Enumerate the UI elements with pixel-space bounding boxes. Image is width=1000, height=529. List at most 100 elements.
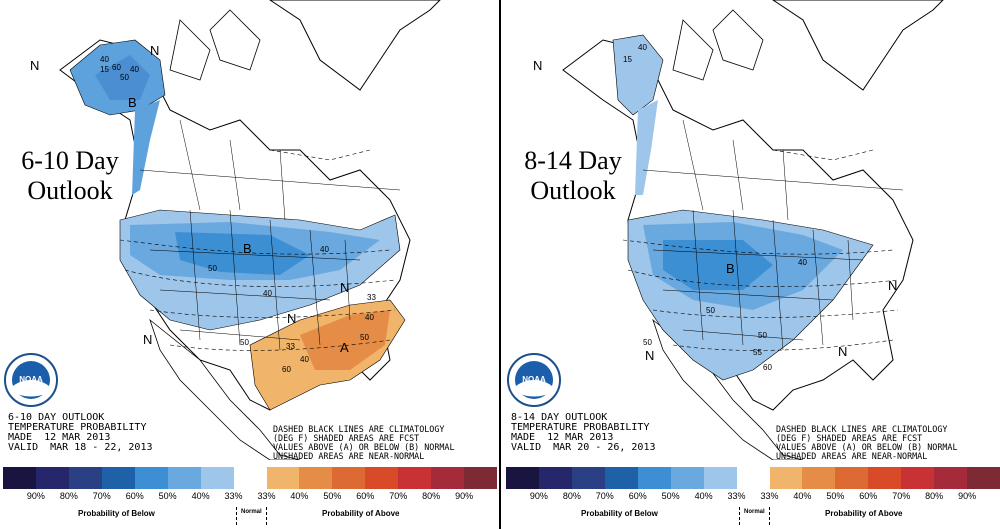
label-normal-5: N [143, 332, 152, 347]
colorbar-tick-label: 40% [793, 491, 812, 501]
colorbar-tick-label: 60% [628, 491, 647, 501]
contour-label: 50 [706, 306, 715, 315]
contour-label: 50 [360, 333, 369, 342]
contour-label: 15 [100, 65, 109, 74]
colorbar-tick-label: 90% [958, 491, 977, 501]
contour-label: 40 [365, 313, 374, 322]
label-normal-3: N [838, 344, 847, 359]
outlook-8-14-panel: B N N N N 15 40 50 40 50 55 60 50 8-14 D… [503, 0, 1000, 529]
label-normal-4: N [287, 311, 296, 326]
colorbar-swatch [35, 467, 69, 489]
colorbar-tick-label: 40% [694, 491, 713, 501]
colorbar-tick-label: 80% [422, 491, 441, 501]
label-normal-4: N [888, 278, 897, 293]
colorbar-tick-label: 70% [595, 491, 614, 501]
colorbar-swatch [134, 467, 168, 489]
contour-label: 50 [240, 338, 249, 347]
contour-label: 60 [282, 365, 291, 374]
colorbar-swatch [571, 467, 605, 489]
colorbar-tick-label: 50% [323, 491, 342, 501]
noaa-logo-icon: NOAA [3, 352, 59, 408]
label-above-southeast: A [340, 340, 349, 355]
probability-colorbar [506, 467, 1000, 489]
normal-caption: Normal [739, 507, 770, 525]
colorbar-tick-label: 60% [859, 491, 878, 501]
colorbar-swatch [802, 467, 836, 489]
colorbar-swatch [101, 467, 135, 489]
colorbar-tick-label: 90% [26, 491, 45, 501]
contour-label: 40 [100, 55, 109, 64]
colorbar-swatch [604, 467, 638, 489]
colorbar-tick-label: 33% [257, 491, 276, 501]
contour-label: 40 [300, 355, 309, 364]
contour-label: 15 [623, 55, 632, 64]
contour-label: 60 [112, 63, 121, 72]
contour-label: 50 [758, 331, 767, 340]
panel-divider [497, 0, 503, 529]
title-line-2: Outlook [530, 176, 616, 205]
contour-label: 40 [263, 289, 272, 298]
colorbar-swatch [967, 467, 1000, 489]
outlook-title: 6-10 Day Outlook [0, 146, 140, 206]
below-caption: Probability of Below [581, 509, 658, 518]
colorbar-swatch [901, 467, 935, 489]
colorbar-tick-label: 50% [661, 491, 680, 501]
below-caption: Probability of Below [78, 509, 155, 518]
colorbar-tick-label: 40% [191, 491, 210, 501]
label-normal-1: N [30, 58, 39, 73]
colorbar-swatch [431, 467, 465, 489]
colorbar-tick-label: 33% [760, 491, 779, 501]
contour-label: 40 [798, 258, 807, 267]
colorbar-swatch [670, 467, 704, 489]
colorbar-swatch [398, 467, 432, 489]
contour-label: 40 [130, 65, 139, 74]
temperature-map-6-10: B B A N N N N N 40 50 60 40 15 50 40 40 … [30, 0, 441, 460]
colorbar-tick-label: 50% [158, 491, 177, 501]
contour-label: 60 [763, 363, 772, 372]
above-caption: Probability of Above [322, 509, 400, 518]
colorbar-swatch [703, 467, 737, 489]
contour-label: 50 [643, 338, 652, 347]
label-below-plains: B [243, 241, 252, 256]
probability-ticks: 90% 80% 70% 60% 50% 40% 33% 33% 40% 50% 60% 70% 80% 9… [506, 491, 1000, 503]
contour-label: 50 [208, 264, 217, 273]
title-line-1: 6-10 Day [21, 146, 119, 175]
contour-label: 33 [367, 293, 376, 302]
colorbar-tick-label: 80% [562, 491, 581, 501]
colorbar-tick-label: 60% [356, 491, 375, 501]
above-caption: Probability of Above [825, 509, 903, 518]
probability-colorbar [3, 467, 498, 489]
contour-label: 50 [120, 73, 129, 82]
colorbar-swatch [68, 467, 102, 489]
map-legend-note: DASHED BLACK LINES ARE CLIMATOLOGY (DEG F… [273, 424, 455, 461]
outlook-info-block: 8-14 DAY OUTLOOK TEMPERATURE PROBABILITY M… [511, 412, 656, 453]
colorbar-tick-label: 90% [529, 491, 548, 501]
svg-text:NOAA: NOAA [19, 375, 43, 384]
temperature-map-8-14: B N N N N 15 40 50 40 50 55 60 50 [533, 0, 944, 460]
contour-label: 40 [638, 43, 647, 52]
label-normal-1: N [533, 58, 542, 73]
title-line-1: 8-14 Day [524, 146, 622, 175]
colorbar-swatch [266, 467, 300, 489]
contour-label: 40 [320, 245, 329, 254]
colorbar-swatch [233, 467, 267, 489]
svg-text:NOAA: NOAA [522, 375, 546, 384]
colorbar-swatch [332, 467, 366, 489]
outlook-info-block: 6-10 DAY OUTLOOK TEMPERATURE PROBABILITY M… [8, 412, 153, 453]
colorbar-tick-label: 70% [892, 491, 911, 501]
colorbar-swatch [637, 467, 671, 489]
noaa-logo-icon: NOAA [506, 352, 562, 408]
colorbar-tick-label: 50% [826, 491, 845, 501]
colorbar-tick-label: 40% [290, 491, 309, 501]
label-normal-2: N [150, 43, 159, 58]
colorbar-tick-label: 80% [925, 491, 944, 501]
colorbar-swatch [736, 467, 770, 489]
colorbar-swatch [835, 467, 869, 489]
label-normal-2: N [645, 348, 654, 363]
colorbar-tick-label: 70% [92, 491, 111, 501]
title-line-2: Outlook [27, 176, 113, 205]
colorbar-swatch [769, 467, 803, 489]
colorbar-swatch [365, 467, 399, 489]
outlook-6-10-panel: B B A N N N N N 40 50 60 40 15 50 40 40 … [0, 0, 498, 529]
colorbar-tick-label: 33% [224, 491, 243, 501]
